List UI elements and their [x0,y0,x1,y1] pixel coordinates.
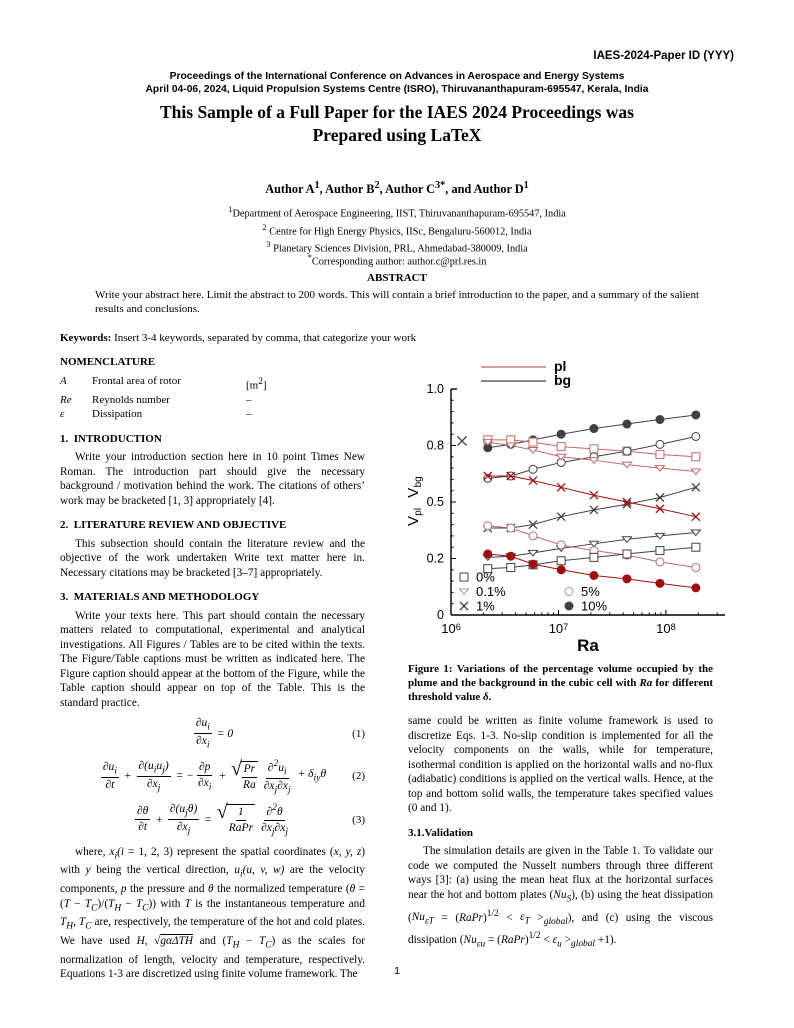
svg-text:0%: 0% [476,570,495,585]
svg-text:Vbg: Vbg [405,476,424,497]
svg-text:0: 0 [437,608,444,622]
svg-text:1.0: 1.0 [427,382,444,396]
svg-text:0.8: 0.8 [427,439,444,453]
svg-text:bg: bg [554,372,571,388]
svg-text:108: 108 [656,621,675,636]
svg-text:Ra: Ra [577,636,599,655]
svg-text:106: 106 [441,621,460,636]
svg-text:5%: 5% [581,584,600,599]
svg-text:107: 107 [549,621,568,636]
svg-text:Vpl: Vpl [405,508,424,526]
svg-text:10%: 10% [581,599,607,614]
svg-text:1%: 1% [476,599,495,614]
svg-text:0.1%: 0.1% [476,584,506,599]
svg-text:0.2: 0.2 [427,552,444,566]
svg-text:0.5: 0.5 [427,495,444,509]
